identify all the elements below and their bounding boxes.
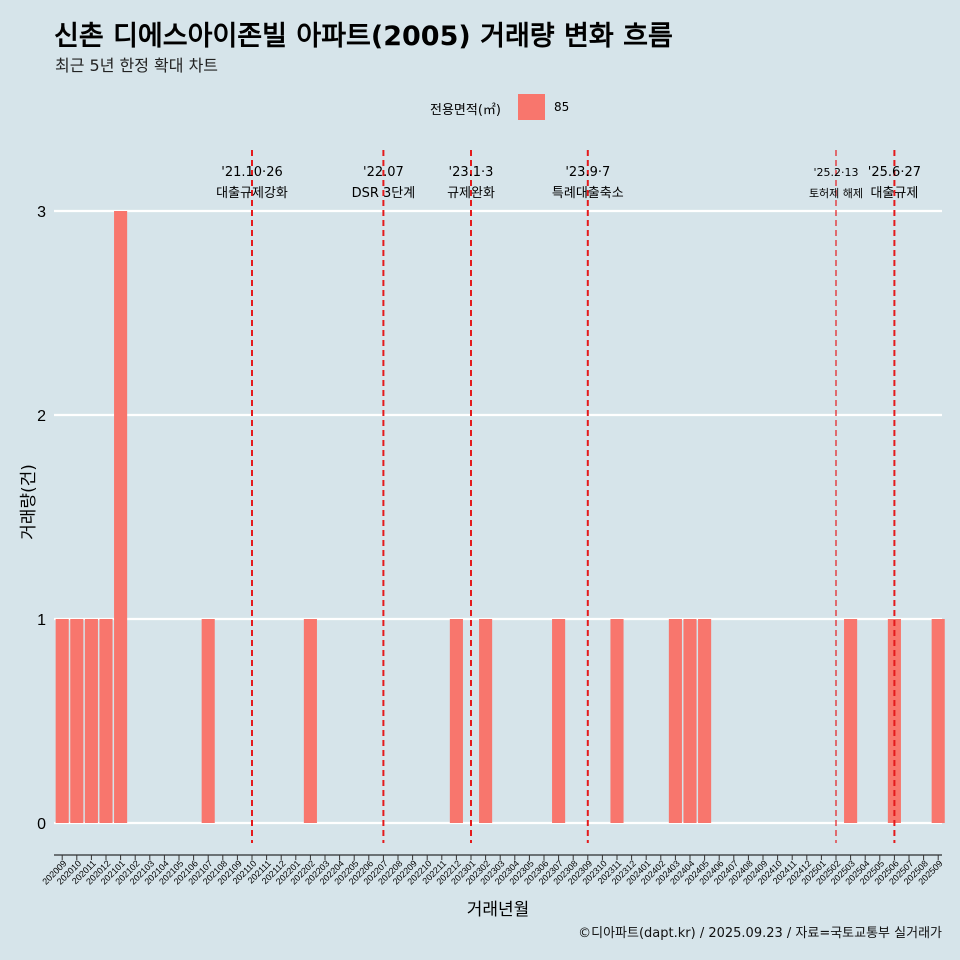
- y-tick-label-3: 3: [37, 204, 46, 221]
- bar-202009: [55, 619, 69, 823]
- bar-202311: [610, 619, 624, 823]
- x-axis-title: 거래년월: [467, 900, 530, 920]
- bar-202403: [668, 619, 682, 823]
- legend-key-85: [518, 94, 545, 120]
- event-label-202502: 토허제 해제: [809, 186, 863, 200]
- y-tick-label-2: 2: [37, 408, 46, 425]
- bar-202107: [201, 619, 215, 823]
- bar-202011: [84, 619, 98, 823]
- event-date-202506: '25.6·27: [868, 165, 921, 180]
- bar-202202: [303, 619, 317, 823]
- y-tick-label-0: 0: [37, 816, 46, 833]
- event-label-202309: 특례대출축소: [552, 186, 624, 201]
- event-date-202207: '22.07: [363, 165, 404, 180]
- bar-202307: [552, 619, 566, 823]
- grid-lines: [54, 209, 942, 825]
- legend-label-85: 85: [554, 100, 570, 114]
- event-annotations: '21.10·26 대출규제강화 '22.07 DSR 3단계 '23.1·3 규제완화 '…: [216, 165, 921, 201]
- y-axis-title: 거래량(건): [19, 464, 39, 540]
- bar-202010: [70, 619, 84, 823]
- event-date-202309: '23.9·7: [565, 165, 610, 180]
- bar-202302: [479, 619, 493, 823]
- legend-title: 전용면적(㎡): [430, 103, 501, 118]
- event-date-202502: '25.2·13: [813, 166, 858, 179]
- bar-202509: [931, 619, 945, 823]
- event-lines: [251, 150, 896, 843]
- bar-202503: [844, 619, 858, 823]
- event-label-202110: 대출규제강화: [216, 186, 288, 201]
- chart-subtitle: 최근 5년 한정 확대 차트: [55, 56, 219, 75]
- event-label-202506: 대출규제: [870, 186, 918, 201]
- bars: [55, 211, 945, 823]
- event-label-202207: DSR 3단계: [352, 186, 416, 201]
- event-date-202301: '23.1·3: [449, 165, 494, 180]
- source-caption: ©디아파트(dapt.kr) / 2025.09.23 / 자료=국토교통부 실…: [578, 926, 942, 941]
- y-tick-label-1: 1: [37, 612, 46, 629]
- event-label-202301: 규제완화: [447, 186, 495, 201]
- bar-202404: [683, 619, 697, 823]
- legend: 전용면적(㎡) 85: [0, 93, 960, 121]
- chart-title: 신촌 디에스아이존빌 아파트(2005) 거래량 변화 흐름: [54, 21, 673, 52]
- bar-202101: [114, 211, 128, 823]
- event-date-202110: '21.10·26: [221, 165, 282, 180]
- bar-202405: [698, 619, 712, 823]
- bar-202012: [99, 619, 113, 823]
- bar-202212: [449, 619, 463, 823]
